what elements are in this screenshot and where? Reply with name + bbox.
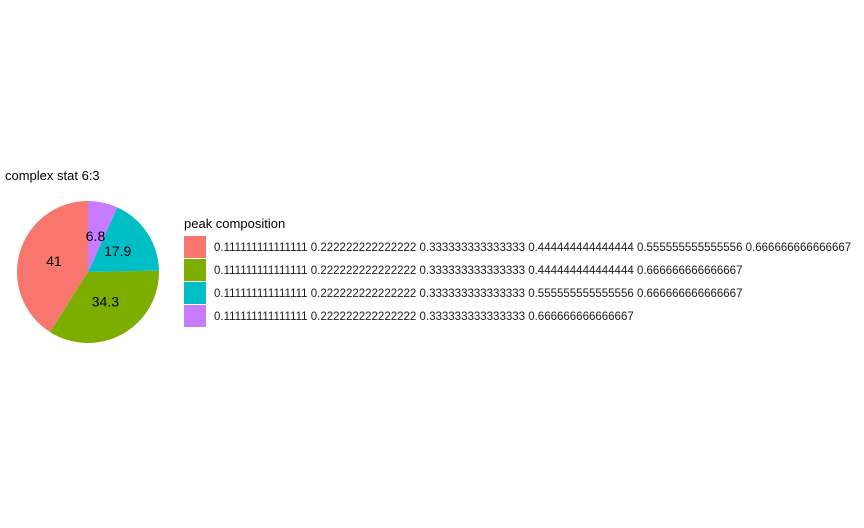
legend-title: peak composition xyxy=(184,216,285,231)
pie-slice-3 xyxy=(88,207,159,272)
legend-label-2: 0.111111111111111 0.222222222222222 0.33… xyxy=(214,265,742,277)
legend-key-4 xyxy=(184,305,206,327)
pie-slice-2 xyxy=(49,270,159,344)
legend-label-4: 0.111111111111111 0.222222222222222 0.33… xyxy=(214,311,634,323)
pie-slice-4 xyxy=(88,201,118,272)
legend: 0.111111111111111 0.222222222222222 0.33… xyxy=(184,236,851,327)
legend-label-1: 0.111111111111111 0.222222222222222 0.33… xyxy=(214,242,851,254)
legend-key-3 xyxy=(184,282,206,304)
pie-slices xyxy=(16,200,159,344)
pie-data-labels: 41 34.3 17.96.8 xyxy=(46,228,131,310)
legend-label-3: 0.111111111111111 0.222222222222222 0.33… xyxy=(214,288,742,300)
legend-key-2 xyxy=(184,259,206,281)
pie-slice-1 xyxy=(16,200,88,332)
chart-title: complex stat 6:3 xyxy=(5,168,100,183)
pie-label-4: 6.8 xyxy=(86,228,106,244)
pie-label-2: 34.3 xyxy=(92,294,119,310)
pie-label-1: 41 xyxy=(46,253,62,269)
pie-label-3: 17.9 xyxy=(104,243,131,259)
legend-key-1 xyxy=(184,236,206,258)
